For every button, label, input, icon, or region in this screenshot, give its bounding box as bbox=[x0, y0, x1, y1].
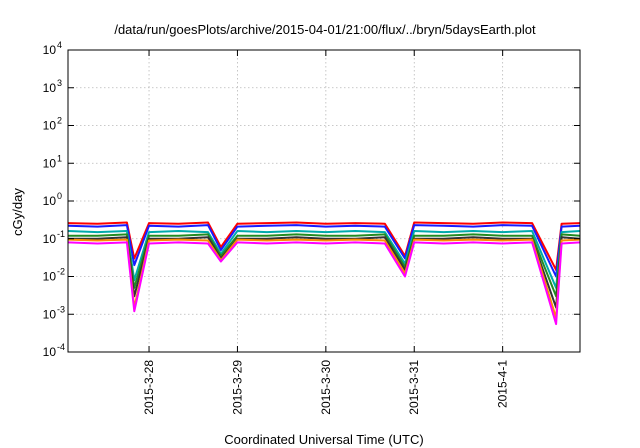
y-tick-exponent: 4 bbox=[57, 40, 62, 50]
y-axis-label: cGy/day bbox=[10, 188, 25, 236]
x-axis-label: Coordinated Universal Time (UTC) bbox=[224, 432, 423, 447]
chart-title: /data/run/goesPlots/archive/2015-04-01/2… bbox=[114, 22, 536, 37]
x-tick-label: 2015-4-1 bbox=[496, 360, 510, 408]
y-tick-exponent: 0 bbox=[57, 191, 62, 201]
x-tick-label: 2015-3-31 bbox=[407, 360, 421, 415]
y-tick-label: 103 bbox=[43, 78, 62, 95]
y-tick-exponent: -4 bbox=[57, 342, 65, 352]
y-tick-exponent: -3 bbox=[57, 304, 65, 314]
y-tick-exponent: 1 bbox=[57, 153, 62, 163]
x-tick-labels: 2015-3-28 2015-3-29 2015-3-30 2015-3-31 2015… bbox=[142, 360, 510, 415]
series-line-5 bbox=[68, 236, 581, 309]
y-tick-label: 10-3 bbox=[43, 304, 65, 321]
x-tick-label: 2015-3-30 bbox=[319, 360, 333, 415]
y-tick-label: 10-1 bbox=[43, 229, 65, 246]
series-line-3 bbox=[67, 230, 581, 289]
y-tick-label: 10-2 bbox=[43, 267, 65, 284]
y-tick-exponent: -1 bbox=[57, 229, 65, 239]
gridlines bbox=[68, 50, 580, 352]
series-line-2 bbox=[67, 224, 581, 278]
x-tick-label: 2015-3-29 bbox=[230, 360, 244, 415]
y-tick-exponent: -2 bbox=[57, 267, 65, 277]
y-tick-exponent: 3 bbox=[57, 78, 62, 88]
axis-ticks bbox=[68, 49, 580, 353]
series-lines bbox=[67, 221, 581, 326]
y-tick-label: 10-4 bbox=[43, 342, 65, 359]
y-tick-label: 101 bbox=[43, 153, 62, 170]
y-tick-label: 104 bbox=[43, 40, 62, 57]
series-line-4 bbox=[68, 233, 581, 298]
y-tick-exponent: 2 bbox=[57, 116, 62, 126]
y-tick-label: 102 bbox=[43, 116, 62, 133]
x-tick-label: 2015-3-28 bbox=[142, 360, 156, 415]
series-line-7 bbox=[67, 241, 581, 326]
y-tick-label: 100 bbox=[43, 191, 62, 208]
series-line-1 bbox=[67, 221, 581, 271]
